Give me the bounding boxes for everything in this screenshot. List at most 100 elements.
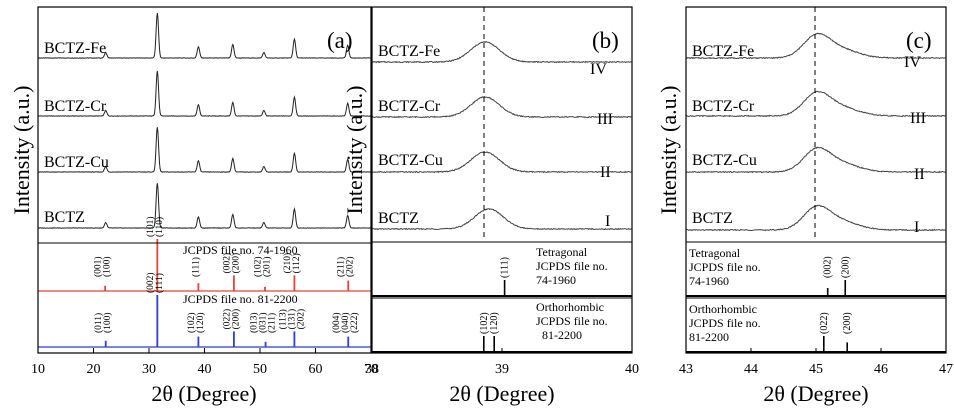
panel-a-tick-label: 30	[142, 362, 156, 377]
panel-a-pattern-bctz-cr	[37, 70, 372, 117]
panel-a-hkl-label: (110)	[154, 217, 165, 237]
panel-a-tick-label: 10	[31, 362, 45, 377]
panel-c-roman-ii: II	[914, 166, 925, 183]
panel-b-ref1-line1: Tetragonal	[536, 245, 588, 259]
panel-b-x-axis-label: 2θ (Degree)	[449, 381, 554, 406]
panel-a-tick-label: 20	[87, 362, 101, 377]
panel-a-label: (a)	[327, 28, 353, 53]
panel-a-hkl-label: (111)	[190, 257, 201, 277]
panel-a-hkl-label: (210)	[282, 253, 293, 274]
panel-a-hkl-label: (102)	[186, 312, 197, 333]
panel-c-hkl-label: (022)	[819, 312, 830, 334]
panel-c-pattern-bctz-fe	[685, 32, 947, 60]
panel-a-sample-label-cu: BCTZ-Cu	[44, 154, 109, 171]
panel-b-sample-label-cr: BCTZ-Cr	[378, 98, 441, 115]
panel-b-roman-i: I	[605, 213, 610, 230]
panel-a-hkl-label: (120)	[195, 312, 206, 333]
panel-a-x-axis-label: 2θ (Degree)	[151, 381, 256, 406]
panel-a-hkl-label: (022)	[221, 309, 232, 330]
panel-c-pattern-bctz-cr	[685, 90, 947, 118]
panel-a-hkl-label: (111)	[154, 273, 165, 293]
panel-a-series	[37, 13, 372, 229]
panel-a-hkl-label: (101)	[145, 216, 156, 237]
panel-b-series	[371, 41, 633, 231]
panel-c-hkl-labels: (002) (200) (022) (200)	[819, 256, 853, 334]
panel-b-tick-label: 40	[625, 362, 639, 377]
panel-c-tick-label: 46	[874, 362, 888, 377]
panel-b-y-axis-label: Intensity (a.u.)	[342, 86, 367, 215]
panel-b-ref1-line3: 74-1960	[536, 273, 576, 287]
panel-c-roman-i: I	[914, 219, 919, 236]
panel-b-sample-label-fe: BCTZ-Fe	[378, 43, 440, 60]
panel-c-ref1-line3: 74-1960	[689, 274, 729, 288]
panel-a-hkl-label: (202)	[345, 256, 356, 277]
panel-b-sample-label-bctz: BCTZ	[378, 210, 419, 227]
panel-a-hkl-label: (001)	[93, 256, 104, 277]
panel-a-tick-label: 70	[364, 362, 378, 377]
panel-c-ref2-line3: 81-2200	[689, 330, 729, 344]
panel-a-hkl-label: (200)	[230, 253, 241, 274]
panel-a-sample-label-cr: BCTZ-Cr	[44, 98, 107, 115]
panel-c-sample-label-fe: BCTZ-Fe	[692, 43, 754, 60]
panel-b-x-ticks: 38 39 40	[365, 348, 639, 377]
panel-b-sample-label-cu: BCTZ-Cu	[378, 152, 443, 169]
panel-b-pattern-bctz-cr	[371, 96, 633, 119]
panel-b: (111) (102) (120) 38 39 40 (b) BCTZ-Fe BCTZ-…	[342, 6, 639, 406]
panel-b-tick-label: 38	[365, 362, 379, 377]
panel-a-hkl-labels: (001) (100)(101) (110)(111) (002) (200) (102)…	[93, 216, 361, 333]
panel-c-x-axis-label: 2θ (Degree)	[763, 381, 868, 406]
panel-c-hkl-label: (200)	[842, 312, 853, 334]
panel-b-ref1-line2: JCPDS file no.	[536, 259, 608, 273]
panel-c-y-axis-label: Intensity (a.u.)	[656, 86, 681, 215]
panel-c-ref1-line1: Tetragonal	[689, 246, 741, 260]
panel-a-hkl-label: (113)	[277, 309, 288, 329]
panel-a-reference-lines	[38, 239, 371, 348]
panel-b-pattern-bctz	[371, 208, 633, 231]
panel-a-pattern-bctz-fe	[37, 13, 372, 59]
panel-a-hkl-label: (202)	[295, 309, 306, 330]
panel-a-hkl-label: (222)	[349, 312, 360, 333]
panel-b-ref2-line3: 81-2200	[542, 328, 582, 342]
panel-a-tick-label: 60	[309, 362, 323, 377]
panel-a-hkl-label: (100)	[102, 312, 113, 333]
panel-a-hkl-label: (200)	[230, 309, 241, 330]
panel-c-roman-iii: III	[910, 110, 926, 127]
panel-a-hkl-label: (013)	[249, 312, 260, 333]
panel-c: (002) (200) (022) (200) 43 44 45 46 47 (c) BCTZ…	[656, 6, 953, 406]
panel-a-x-ticks: 10 20 30 40 50 60 70	[31, 348, 378, 377]
panel-a: (001) (100)(101) (110)(111) (002) (200) (102)…	[9, 6, 378, 406]
panel-b-pattern-bctz-fe	[371, 41, 633, 64]
panel-c-ref2-line1: Orthorhombic	[689, 302, 757, 316]
panel-c-x-ticks: 43 44 45 46 47	[679, 348, 953, 377]
panel-a-hkl-label: (002)	[221, 253, 232, 274]
panel-c-hkl-label: (002)	[823, 256, 834, 278]
panel-b-tick-label: 39	[495, 362, 509, 377]
panel-b-roman-iii: III	[597, 111, 613, 128]
panel-a-tick-label: 40	[198, 362, 212, 377]
panel-a-hkl-label: (201)	[261, 256, 272, 277]
panel-a-y-axis-label: Intensity (a.u.)	[9, 86, 34, 215]
panel-b-hkl-label: (102)	[479, 312, 490, 334]
panel-b-hkl-label: (120)	[489, 312, 500, 334]
panel-a-hkl-label: (131)	[286, 309, 297, 330]
panel-c-sample-label-cu: BCTZ-Cu	[692, 152, 757, 169]
panel-a-hkl-label: (112)	[291, 253, 302, 273]
panel-c-roman-iv: IV	[904, 54, 921, 71]
panel-c-series	[685, 32, 947, 232]
panel-c-tick-label: 43	[679, 362, 693, 377]
panel-a-hkl-label: (004)	[331, 312, 342, 333]
panel-c-ref1-line2: JCPDS file no.	[689, 260, 761, 274]
panel-c-ref2-line2: JCPDS file no.	[689, 316, 761, 330]
panel-c-label: (c)	[906, 28, 932, 53]
panel-a-hkl-label: (040)	[340, 312, 351, 333]
panel-b-pattern-bctz-cu	[371, 151, 633, 174]
panel-c-tick-label: 45	[809, 362, 823, 377]
panel-b-roman-iv: IV	[590, 61, 607, 78]
panel-b-hkl-labels: (111) (102) (120)	[479, 257, 511, 334]
panel-a-hkl-label: (211)	[336, 257, 347, 277]
panel-a-hkl-label: (100)	[102, 256, 113, 277]
panel-c-pattern-bctz	[685, 204, 947, 232]
panel-c-tick-label: 47	[939, 362, 953, 377]
panel-a-pattern-bctz	[37, 183, 372, 229]
